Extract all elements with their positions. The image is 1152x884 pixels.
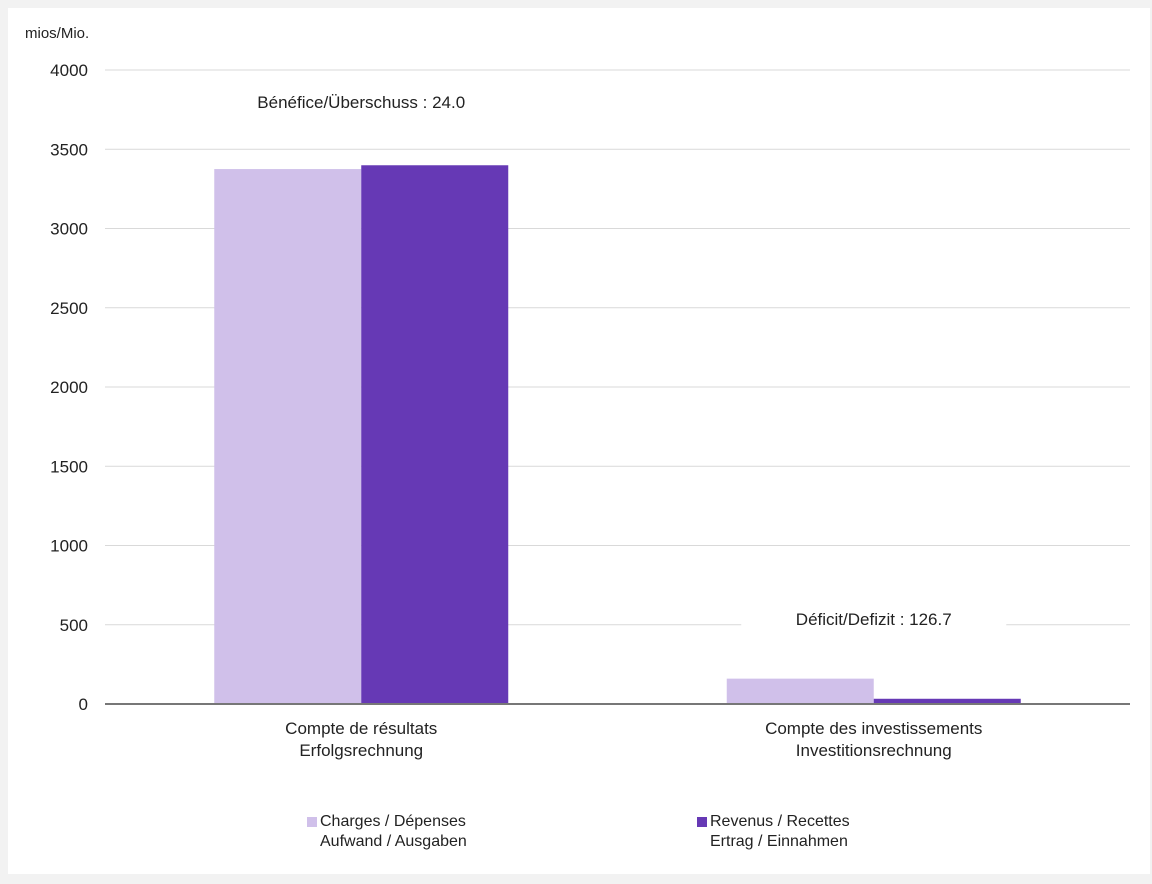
y-axis-tick-labels: 0 500 1000 1500 2000 2500 3000 3500 4000 [50, 61, 88, 714]
legend-swatch-charges [307, 817, 317, 827]
bars [214, 165, 1021, 705]
bar-chart: mios/Mio. 0 500 1000 1500 2000 2500 3000 3500 40… [25, 25, 1130, 760]
legend-label-charges: Charges / Dépenses Aufwand / Ausgaben [320, 813, 467, 850]
y-tick-label: 4000 [50, 61, 88, 80]
chart-panel: mios/Mio. 0 500 1000 1500 2000 2500 3000 3500 40… [8, 8, 1150, 874]
bar-revenus-1 [873, 698, 1021, 704]
y-tick-label: 0 [79, 695, 88, 714]
legend-entry-charges: Charges / Dépenses Aufwand / Ausgaben [307, 812, 467, 852]
y-axis-unit-label: mios/Mio. [25, 25, 89, 42]
legend-entry-revenus: Revenus / Recettes Ertrag / Einnahmen [697, 812, 850, 852]
annotation-background [741, 603, 1007, 637]
bar-charges-1 [726, 678, 874, 704]
x-category-label: Compte des investissements Investitionsre… [765, 719, 982, 760]
annotations: Bénéfice/Überschuss : 24.0 Déficit/Defizi… [257, 93, 1007, 637]
bar-revenus-0 [361, 165, 509, 705]
y-tick-label: 3500 [50, 140, 88, 159]
annotation-deficit: Déficit/Defizit : 126.7 [796, 610, 952, 629]
y-tick-label: 500 [60, 616, 88, 635]
y-tick-label: 1500 [50, 457, 88, 476]
x-axis-category-labels: Compte de résultats Erfolgsrechnung Compte… [285, 719, 982, 760]
y-tick-label: 1000 [50, 537, 88, 556]
y-tick-label: 2000 [50, 378, 88, 397]
y-tick-label: 3000 [50, 220, 88, 239]
annotation-benefice: Bénéfice/Überschuss : 24.0 [257, 93, 465, 112]
legend-swatch-revenus [697, 817, 707, 827]
x-category-label: Compte de résultats Erfolgsrechnung [285, 719, 437, 760]
y-tick-label: 2500 [50, 299, 88, 318]
legend-label-revenus: Revenus / Recettes Ertrag / Einnahmen [710, 813, 850, 850]
bar-charges-0 [214, 169, 362, 704]
